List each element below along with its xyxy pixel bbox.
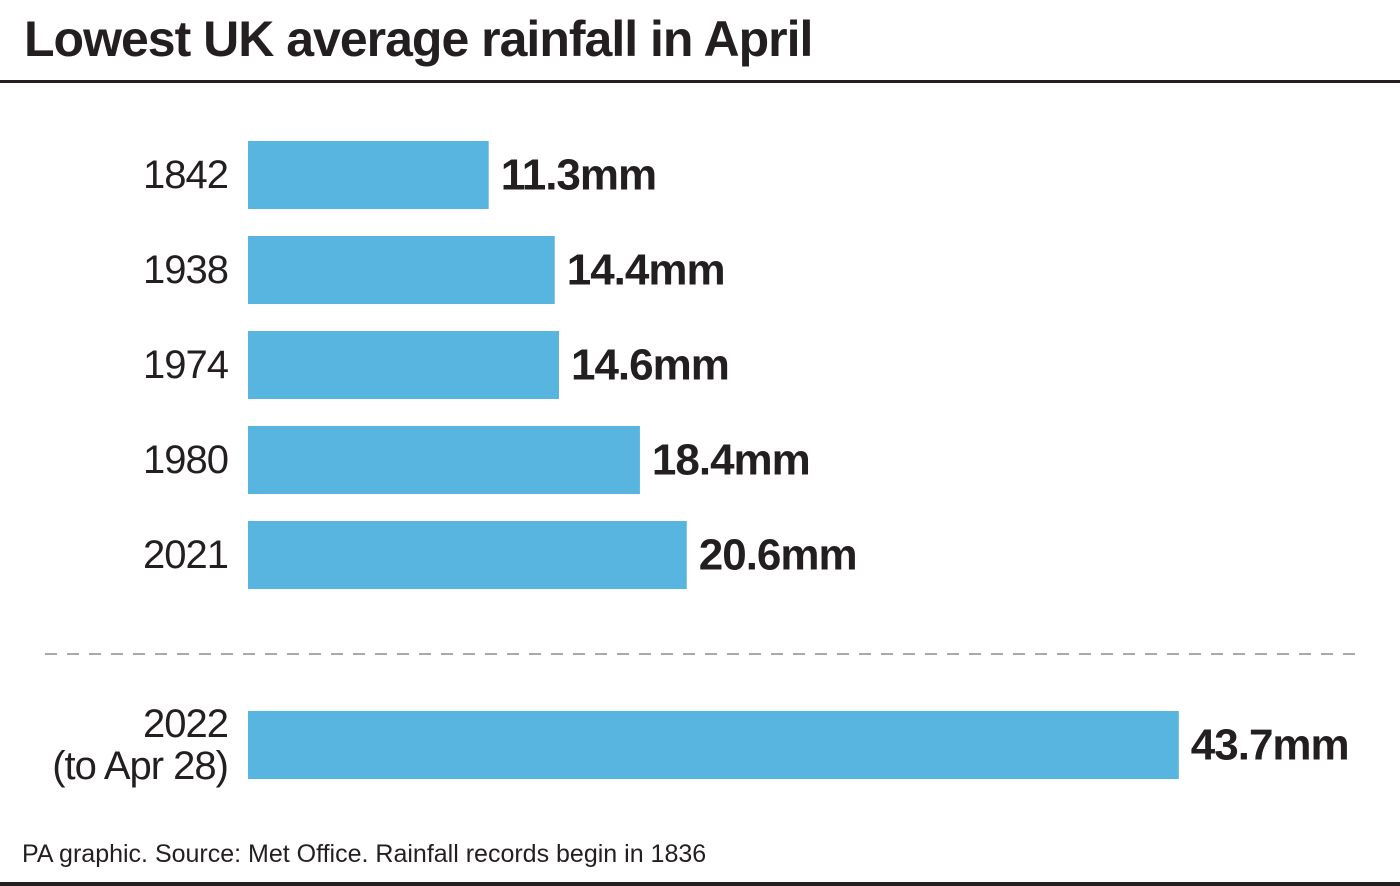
bar (248, 521, 687, 589)
bar (248, 711, 1179, 779)
value-label: 14.4mm (567, 246, 725, 295)
value-label: 18.4mm (652, 436, 810, 485)
chart-title: Lowest UK average rainfall in April (24, 11, 813, 67)
category-label: 1980 (143, 438, 228, 482)
bar (248, 331, 559, 399)
category-label: 1938 (143, 248, 228, 292)
value-label: 20.6mm (699, 531, 857, 580)
bar (248, 236, 555, 304)
category-label: 2021 (143, 533, 228, 577)
category-label: (to Apr 28) (52, 744, 228, 788)
category-label: 1842 (143, 153, 228, 197)
category-label: 2022 (143, 702, 228, 746)
bottom-rule (0, 882, 1400, 886)
value-label: 43.7mm (1191, 721, 1349, 770)
category-label: 1974 (143, 343, 229, 387)
title-divider (0, 80, 1400, 83)
source-footnote: PA graphic. Source: Met Office. Rainfall… (22, 840, 707, 868)
bar-chart: 1842 11.3mm 1938 14.4mm 1974 14.6mm 1980 18.4mm… (45, 141, 1355, 788)
bar (248, 141, 489, 209)
bar (248, 426, 640, 494)
value-label: 14.6mm (571, 341, 729, 390)
value-label: 11.3mm (501, 151, 656, 200)
